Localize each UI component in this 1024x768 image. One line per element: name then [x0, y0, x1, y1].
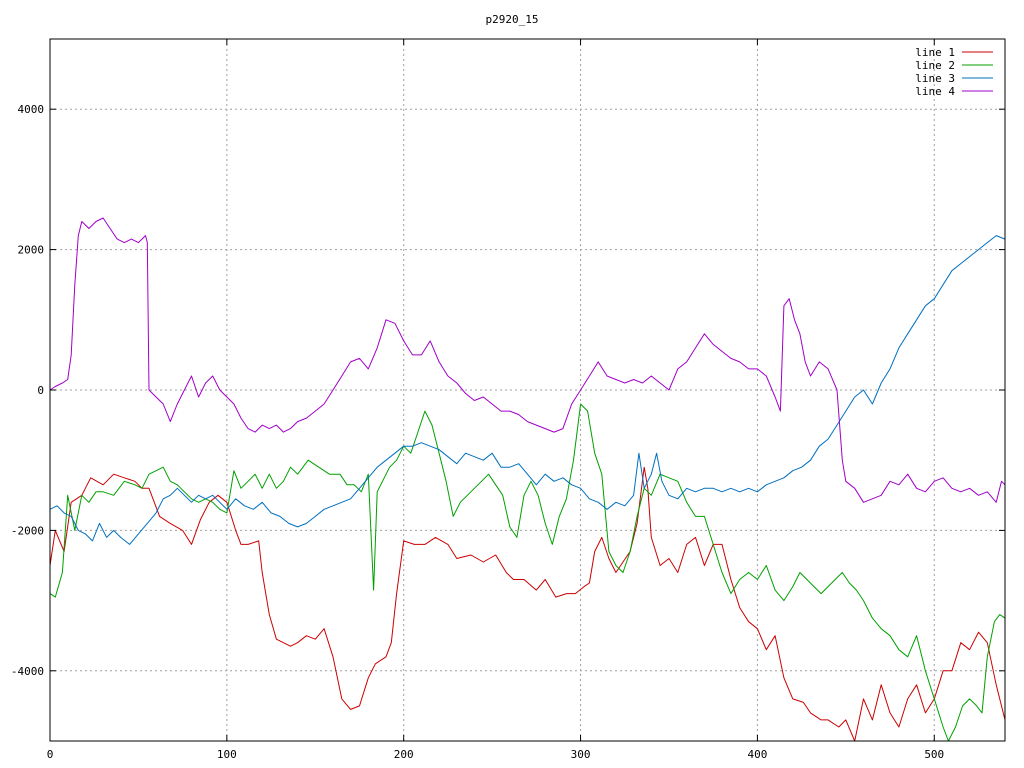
- x-tick-label: 100: [217, 748, 237, 761]
- legend-label-4: line 4: [915, 85, 955, 98]
- x-tick-label: 500: [924, 748, 944, 761]
- series-line-3: [49, 235, 1006, 545]
- y-tick-label: -2000: [11, 524, 44, 537]
- legend-label-2: line 2: [915, 59, 955, 72]
- x-tick-label: 200: [394, 748, 414, 761]
- y-tick-label: 2000: [18, 244, 45, 257]
- series-line-1: [49, 466, 1006, 742]
- y-tick-label: -4000: [11, 665, 44, 678]
- legend-label-3: line 3: [915, 72, 955, 85]
- series-line-4: [49, 217, 1006, 503]
- x-tick-label: 0: [47, 748, 54, 761]
- chart-title: p2920_15: [486, 13, 539, 26]
- y-tick-label: 0: [37, 384, 44, 397]
- series-line-2: [49, 403, 1006, 742]
- axis-ticks: 0 100 200 300 400 500 -4000 -2000 0 2000 4000: [11, 39, 1005, 761]
- x-tick-label: 400: [747, 748, 767, 761]
- x-tick-label: 300: [571, 748, 591, 761]
- grid-lines: [50, 39, 1005, 741]
- y-tick-label: 4000: [18, 103, 45, 116]
- legend-label-1: line 1: [915, 46, 955, 59]
- series-group: [49, 217, 1006, 742]
